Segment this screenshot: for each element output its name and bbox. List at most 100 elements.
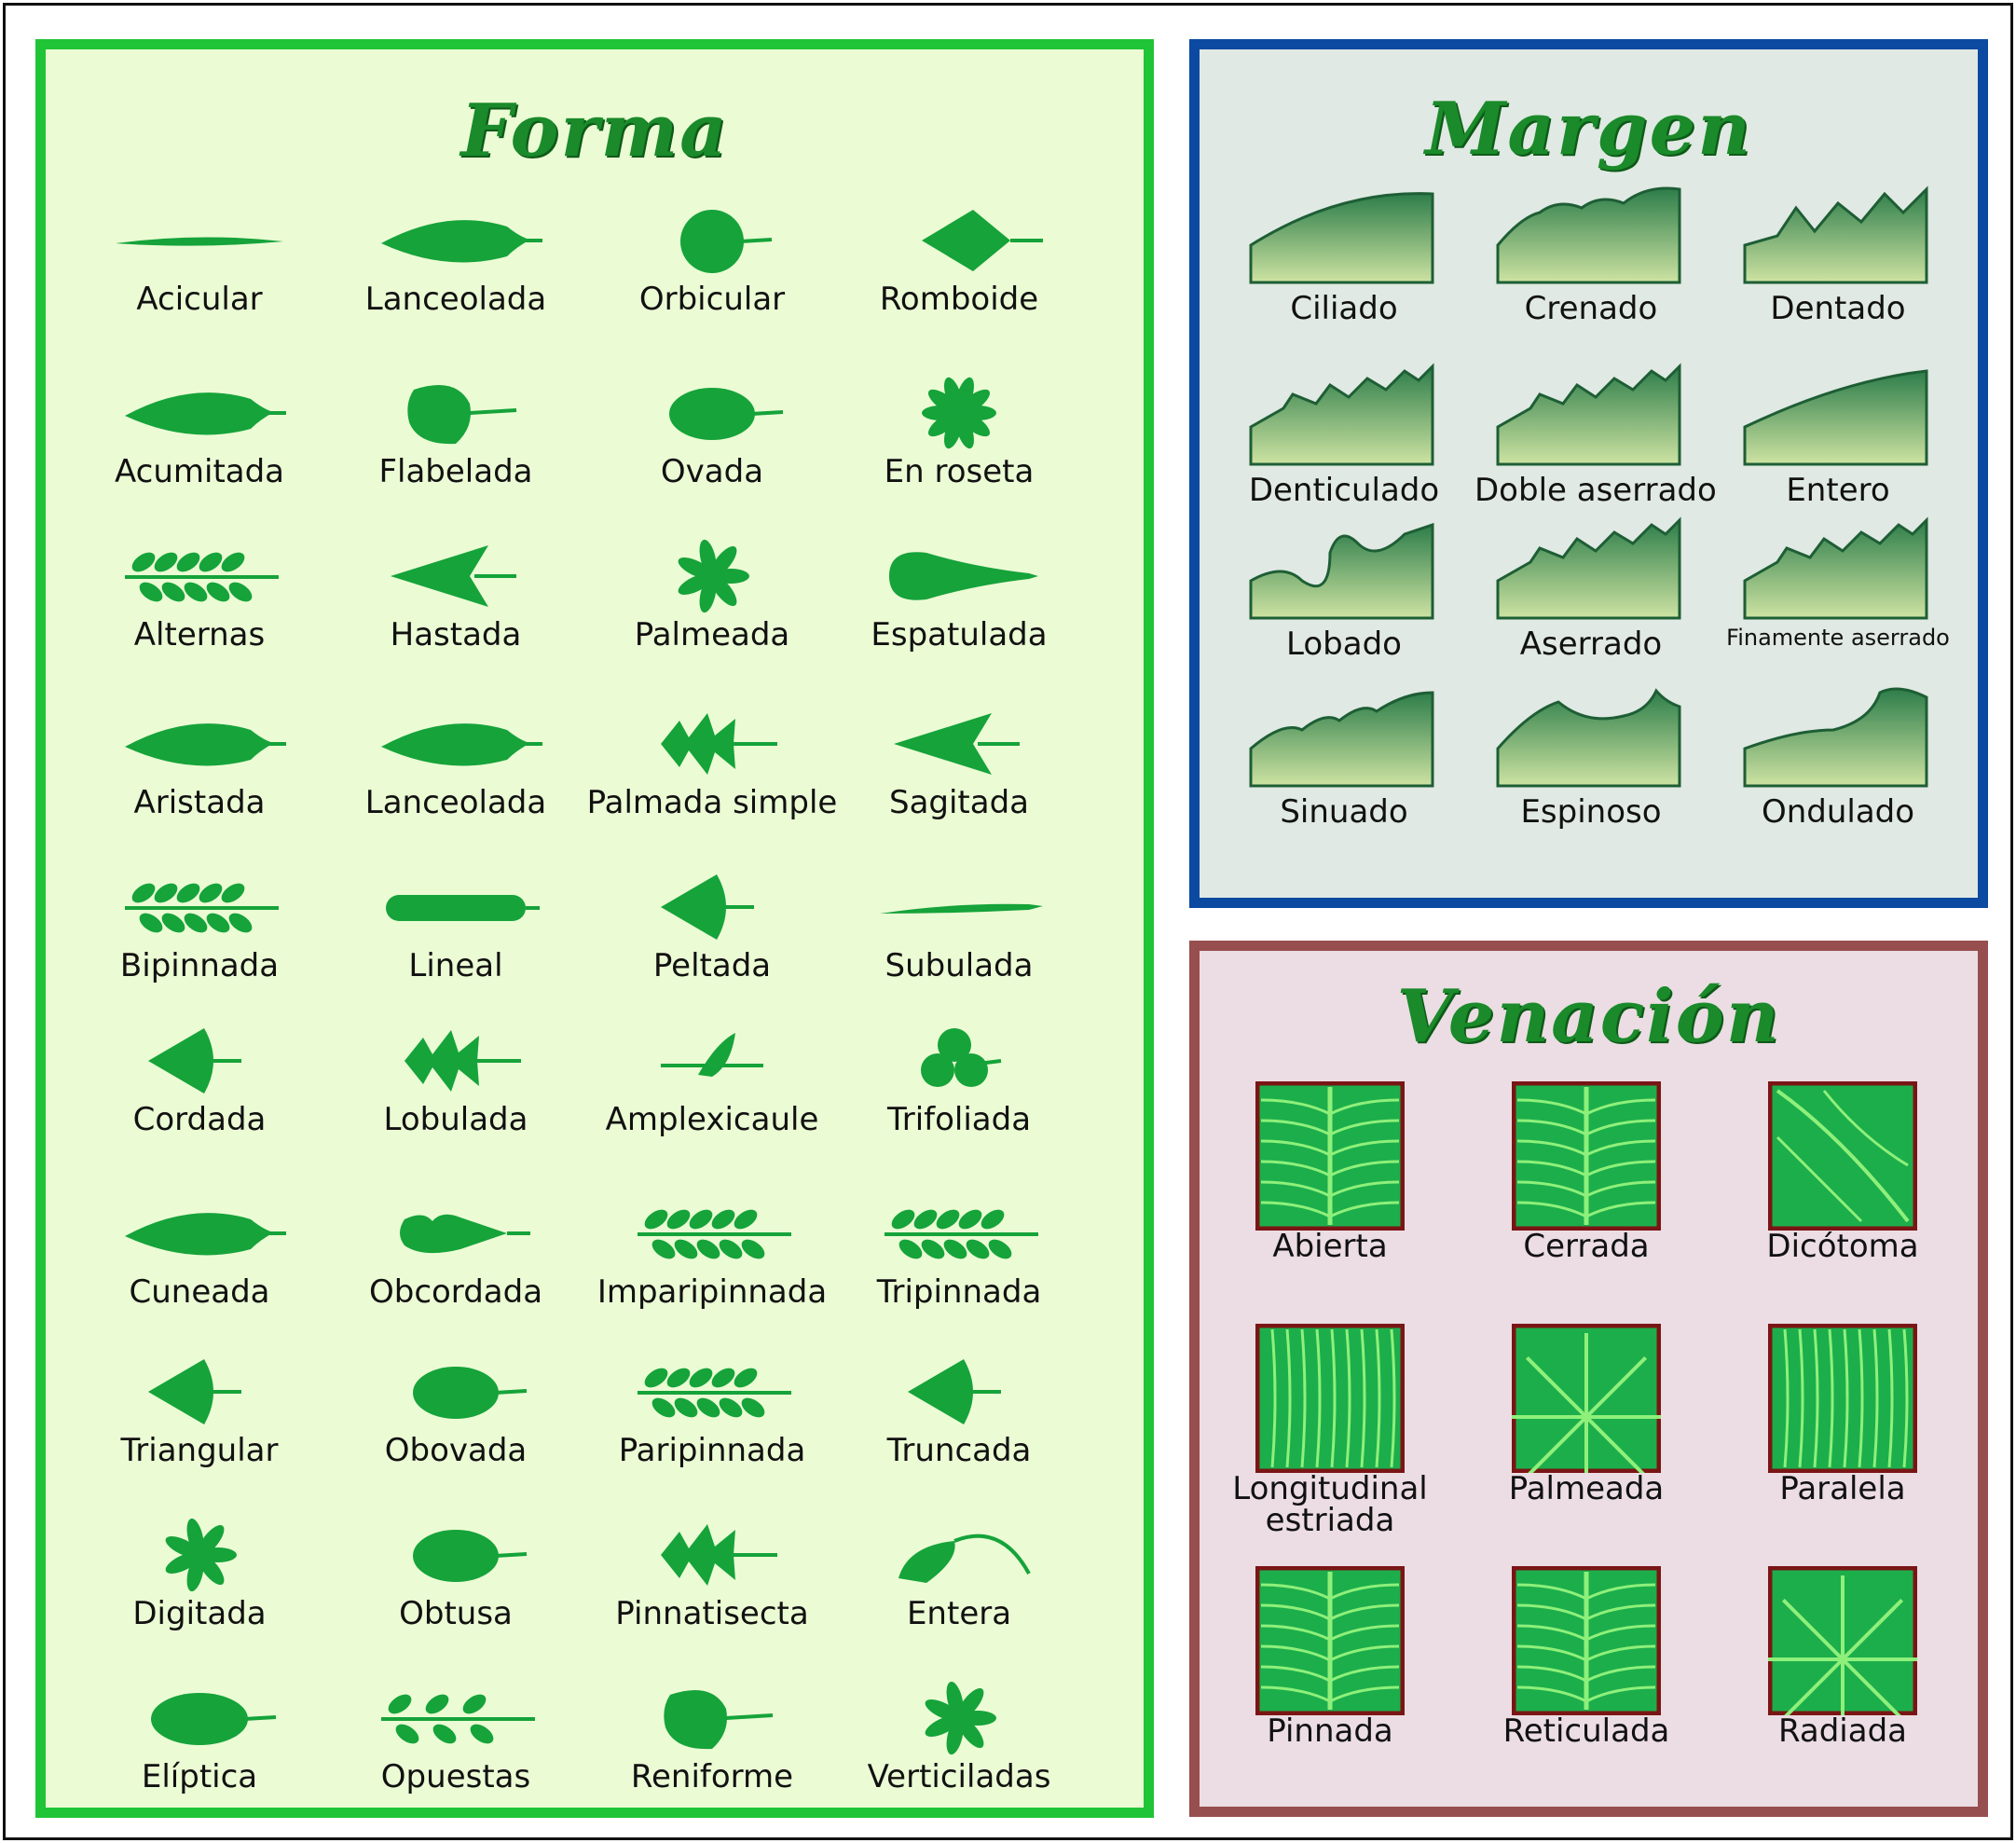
obovada-leaf-icon bbox=[413, 1367, 528, 1419]
forma-label: Trifoliada bbox=[886, 1101, 1032, 1138]
margen-label: Sinuado bbox=[1280, 793, 1408, 831]
forma-item-lanceolada: Lanceolada bbox=[325, 702, 586, 819]
forma-label: Obcordada bbox=[368, 1273, 543, 1311]
forma-label: Lanceolada bbox=[364, 784, 547, 821]
forma-label: Verticiladas bbox=[867, 1758, 1051, 1795]
venacion-item-radiada: Radiada bbox=[1740, 1566, 1945, 1747]
forma-item-aristada: Aristada bbox=[69, 702, 330, 819]
margen-title: Margen bbox=[1425, 87, 1752, 172]
venacion-item-reticulada: Reticulada bbox=[1484, 1566, 1689, 1747]
forma-item-truncada: Truncada bbox=[829, 1350, 1090, 1467]
denticulado-margin-icon bbox=[1249, 363, 1434, 466]
margen-label: Aserrado bbox=[1519, 626, 1663, 663]
forma-label: Lineal bbox=[408, 947, 503, 984]
margen-item-denticulado: Denticulado bbox=[1227, 362, 1461, 507]
forma-item-obovada: Obovada bbox=[325, 1350, 586, 1467]
pinnatisecta-leaf-icon bbox=[661, 1524, 777, 1586]
forma-label: Aristada bbox=[133, 784, 266, 821]
margen-item-aserrado: Aserrado bbox=[1474, 516, 1707, 661]
forma-label: Palmeada bbox=[634, 616, 790, 653]
venacion-label: Reticulada bbox=[1502, 1712, 1670, 1750]
forma-item-lobulada: Lobulada bbox=[325, 1019, 586, 1136]
forma-item-cordada: Cordada bbox=[69, 1019, 330, 1136]
margen-item-ondulado: Ondulado bbox=[1721, 683, 1954, 829]
forma-label: Sagitada bbox=[888, 784, 1030, 821]
forma-item-lanceolada: Lanceolada bbox=[325, 199, 586, 316]
pinnada-venation-icon bbox=[1255, 1566, 1405, 1715]
truncada-leaf-icon bbox=[908, 1359, 1001, 1424]
venacion-label: Longitudinal estriada bbox=[1232, 1470, 1428, 1539]
venacion-title: Venación bbox=[1396, 974, 1781, 1059]
cordada-leaf-icon bbox=[148, 1028, 241, 1093]
forma-label: Tripinnada bbox=[876, 1273, 1042, 1311]
bipinnada-leaf-icon bbox=[125, 883, 279, 933]
forma-item-en-roseta: En roseta bbox=[829, 371, 1090, 488]
forma-item-obcordada: Obcordada bbox=[325, 1191, 586, 1309]
forma-item-orbicular: Orbicular bbox=[582, 199, 843, 316]
finamente-aserrado-margin-icon bbox=[1743, 516, 1928, 620]
digitada-leaf-icon bbox=[165, 1518, 237, 1592]
margen-label: Doble aserrado bbox=[1474, 472, 1717, 509]
lanceolada-leaf-icon bbox=[381, 723, 542, 766]
margen-label: Denticulado bbox=[1248, 472, 1440, 509]
forma-label: En roseta bbox=[884, 453, 1035, 490]
venacion-label: Abierta bbox=[1272, 1228, 1388, 1265]
cerrada-venation-icon bbox=[1512, 1081, 1661, 1231]
aserrado-margin-icon bbox=[1496, 516, 1681, 620]
margen-item-entero: Entero bbox=[1721, 362, 1954, 507]
forma-label: Obovada bbox=[384, 1432, 528, 1469]
forma-label: Opuestas bbox=[380, 1758, 531, 1795]
orbicular-leaf-icon bbox=[680, 210, 773, 273]
margen-item-espinoso: Espinoso bbox=[1474, 683, 1707, 829]
crenado-margin-icon bbox=[1496, 186, 1681, 284]
forma-item-amplexicaule: Amplexicaule bbox=[582, 1019, 843, 1136]
forma-label: Lanceolada bbox=[364, 281, 547, 318]
hastada-leaf-icon bbox=[391, 545, 516, 607]
forma-label: Paripinnada bbox=[618, 1432, 806, 1469]
forma-label: Imparipinnada bbox=[597, 1273, 828, 1311]
sinuado-margin-icon bbox=[1249, 691, 1434, 788]
venacion-item-abierta: Abierta bbox=[1227, 1081, 1433, 1262]
venacion-label: Paralela bbox=[1779, 1470, 1906, 1507]
venacion-label: Dicótoma bbox=[1766, 1228, 1919, 1265]
forma-label: Romboide bbox=[879, 281, 1039, 318]
forma-label: Orbicular bbox=[638, 281, 786, 318]
forma-item-palmada-simple: Palmada simple bbox=[582, 702, 843, 819]
venacion-item-longitudinal-estriada: Longitudinal estriada bbox=[1227, 1324, 1433, 1536]
margen-item-finamente-aserrado: Finamente aserrado bbox=[1721, 516, 1954, 651]
obtusa-leaf-icon bbox=[413, 1530, 528, 1582]
forma-item-trifoliada: Trifoliada bbox=[829, 1019, 1090, 1136]
amplexicaule-leaf-icon bbox=[661, 1033, 763, 1077]
ovada-leaf-icon bbox=[669, 388, 784, 440]
forma-label: Acumitada bbox=[114, 453, 285, 490]
forma-item-romboide: Romboide bbox=[829, 199, 1090, 316]
forma-label: Espatulada bbox=[871, 616, 1048, 653]
margen-label: Ciliado bbox=[1290, 290, 1398, 327]
espatulada-leaf-icon bbox=[889, 552, 1038, 600]
reniforme-leaf-icon bbox=[664, 1690, 774, 1750]
longitudinal-estriada-venation-icon bbox=[1255, 1324, 1405, 1473]
flabelada-leaf-icon bbox=[407, 385, 517, 445]
venacion-item-cerrada: Cerrada bbox=[1484, 1081, 1689, 1262]
ciliado-margin-icon bbox=[1249, 192, 1434, 284]
margen-item-ciliado: Ciliado bbox=[1227, 180, 1461, 325]
doble-aserrado-margin-icon bbox=[1496, 363, 1681, 466]
venacion-panel: Venación Abierta Cerrada Dicótoma Longitudi… bbox=[1189, 941, 1988, 1817]
paripinnada-leaf-icon bbox=[638, 1368, 791, 1418]
forma-label: Entera bbox=[906, 1595, 1012, 1632]
forma-label: Reniforme bbox=[630, 1758, 794, 1795]
espinoso-margin-icon bbox=[1496, 688, 1681, 788]
venacion-label: Palmeada bbox=[1508, 1470, 1665, 1507]
sagitada-leaf-icon bbox=[894, 713, 1020, 775]
poster-frame: Forma Acicular Lanceolada Orbicular Romboid… bbox=[3, 3, 2013, 1840]
forma-item-sagitada: Sagitada bbox=[829, 702, 1090, 819]
margen-label: Finamente aserrado bbox=[1726, 625, 1950, 651]
forma-label: Bipinnada bbox=[119, 947, 280, 984]
margen-label: Crenado bbox=[1524, 290, 1658, 327]
forma-label: Amplexicaule bbox=[605, 1101, 819, 1138]
forma-label: Digitada bbox=[132, 1595, 267, 1632]
forma-item-cuneada: Cuneada bbox=[69, 1191, 330, 1309]
forma-item-acumitada: Acumitada bbox=[69, 371, 330, 488]
forma-item-opuestas: Opuestas bbox=[325, 1676, 586, 1794]
forma-item-palmeada: Palmeada bbox=[582, 534, 843, 652]
